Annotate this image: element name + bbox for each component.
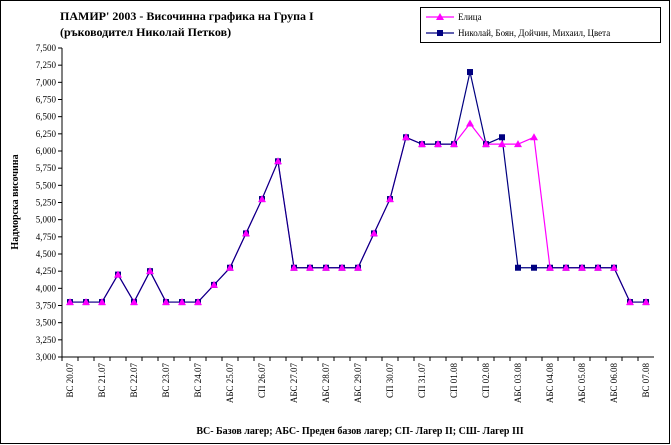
- point: [226, 263, 234, 271]
- legend: [420, 7, 661, 43]
- point: [82, 298, 90, 306]
- point: [434, 140, 442, 148]
- x-tick-label: АБС 27.07: [289, 363, 299, 404]
- y-tick-label: 4,500: [36, 249, 57, 259]
- x-tick-label: СП 26.07: [257, 363, 267, 399]
- x-tick-label: ВС 07.08: [641, 363, 651, 398]
- point: [274, 157, 282, 165]
- point: [194, 298, 202, 306]
- point: [354, 263, 362, 271]
- point: [162, 298, 170, 306]
- legend-label: Николай, Боян, Дойчин, Михаил, Цвета: [458, 28, 610, 38]
- x-tick-label: АБС 29.07: [353, 363, 363, 404]
- y-tick-label: 6,750: [36, 95, 57, 105]
- point: [114, 270, 122, 278]
- point: [482, 140, 490, 148]
- point: [610, 263, 618, 271]
- point: [386, 195, 394, 203]
- y-tick-label: 4,250: [36, 266, 57, 276]
- point: [498, 140, 506, 148]
- legend-marker: [437, 30, 443, 36]
- y-tick-label: 5,750: [36, 163, 57, 173]
- y-tick-label: 3,750: [36, 301, 57, 311]
- y-axis-label: Надморска височина: [10, 154, 21, 249]
- point: [530, 133, 538, 141]
- y-tick-label: 5,500: [36, 180, 57, 190]
- x-tick-label: АБС 28.07: [321, 363, 331, 404]
- point: [338, 263, 346, 271]
- point: [130, 298, 138, 306]
- y-tick-label: 3,000: [36, 352, 57, 362]
- x-axis-label: ВС- Базов лагер; АБС- Преден базов лагер…: [196, 426, 523, 437]
- point: [578, 263, 586, 271]
- x-tick-label: АБС 03.08: [513, 363, 523, 404]
- point: [66, 298, 74, 306]
- point: [98, 298, 106, 306]
- x-tick-label: СП 02.08: [481, 363, 491, 399]
- y-tick-label: 4,750: [36, 232, 57, 242]
- y-tick-label: 7,250: [36, 60, 57, 70]
- x-tick-label: ВС 21.07: [97, 363, 107, 398]
- y-tick-label: 7,500: [36, 43, 57, 53]
- y-tick-label: 4,000: [36, 283, 57, 293]
- point: [546, 263, 554, 271]
- point: [242, 229, 250, 237]
- y-tick-label: 5,250: [36, 198, 57, 208]
- x-tick-label: АБС 05.08: [577, 363, 587, 404]
- x-tick-label: АБС 04.08: [545, 363, 555, 404]
- point: [290, 263, 298, 271]
- point: [178, 298, 186, 306]
- x-tick-label: СП 31.07: [417, 363, 427, 399]
- point: [402, 133, 410, 141]
- x-tick-label: ВС 20.07: [65, 363, 75, 398]
- x-tick-label: АБС 25.07: [225, 363, 235, 404]
- y-tick-label: 6,250: [36, 129, 57, 139]
- point: [450, 140, 458, 148]
- x-tick-label: ВС 23.07: [161, 363, 171, 398]
- x-tick-label: ВС 24.07: [193, 363, 203, 398]
- point: [306, 263, 314, 271]
- point: [499, 134, 505, 141]
- y-tick-label: 6,000: [36, 146, 57, 156]
- point: [418, 140, 426, 148]
- y-tick-label: 6,500: [36, 112, 57, 122]
- point: [514, 140, 522, 148]
- legend-marker: [436, 13, 444, 20]
- point: [531, 264, 537, 271]
- legend-label: Елица: [458, 12, 482, 22]
- point: [626, 298, 634, 306]
- point: [322, 263, 330, 271]
- point: [594, 263, 602, 271]
- y-tick-label: 3,500: [36, 318, 57, 328]
- x-tick-label: СП 30.07: [385, 363, 395, 399]
- point: [466, 119, 474, 127]
- point: [562, 263, 570, 271]
- point: [210, 280, 218, 288]
- point: [370, 229, 378, 237]
- point: [515, 264, 521, 271]
- y-tick-label: 5,000: [36, 215, 57, 225]
- point: [146, 267, 154, 275]
- point: [642, 298, 650, 306]
- y-tick-label: 3,250: [36, 335, 57, 345]
- y-tick-label: 7,000: [36, 77, 57, 87]
- x-tick-label: АБС 06.08: [609, 363, 619, 404]
- chart-subtitle: (ръководител Николай Петков): [60, 25, 231, 39]
- point: [467, 69, 473, 76]
- point: [258, 195, 266, 203]
- x-tick-label: СП 01.08: [449, 363, 459, 399]
- chart-title: ПАМИР' 2003 - Височинна графика на Група…: [60, 9, 314, 23]
- x-tick-label: ВС 22.07: [129, 363, 139, 398]
